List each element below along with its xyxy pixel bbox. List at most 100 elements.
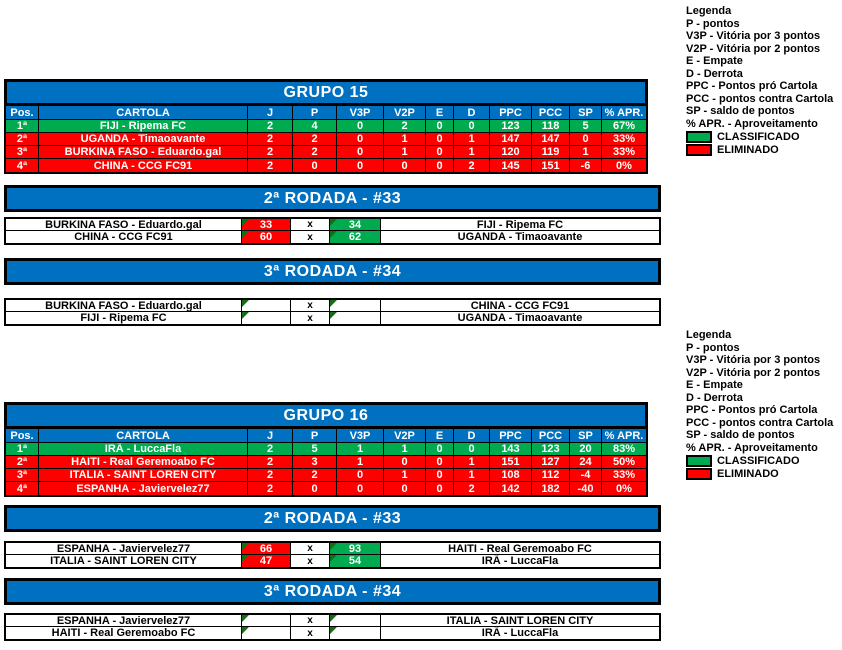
cartola-cell: CHINA - CCG FC91 [39,159,248,172]
stat-cell: 2 [248,120,293,133]
stat-cell: 0 [337,482,384,495]
position-cell: 3ª [6,146,39,159]
stat-cell: 20 [570,443,602,456]
stat-cell: 143 [490,443,532,456]
home-team-cell: FIJI - Ripema FC [6,312,242,324]
stat-cell: 2 [293,146,337,159]
stat-cell: 147 [490,133,532,146]
classified-label: CLASSIFICADO [717,454,800,467]
stat-cell: 3 [293,456,337,469]
round-3-matches-group-16: ESPANHA - Javiervelez77 x ITALIA - SAINT… [4,613,661,641]
stat-cell: 1 [454,469,490,482]
stat-cell: 4 [293,120,337,133]
flag-triangle-icon [242,555,249,562]
stat-cell: 24 [570,456,602,469]
home-score-cell[interactable] [242,627,291,639]
stat-cell: 0 [426,469,454,482]
away-score-cell[interactable]: 54 [330,555,381,567]
stat-cell: 2 [293,133,337,146]
legend-item: % APR. - Aproveitamento [686,441,818,454]
stat-cell: -6 [570,159,602,172]
header-cell-v3p: V3P [337,106,384,120]
legend-item: V2P - Vitória por 2 pontos [686,366,821,379]
legend-item: SP - saldo de pontos [686,105,795,117]
round-2-banner-group-16: 2ª RODADA - #33 [4,505,661,532]
away-team-cell: HAITI - Real Geremoabo FC [381,543,659,555]
eliminated-label: ELIMINADO [717,467,779,480]
stat-cell: 1 [454,456,490,469]
stat-cell: 151 [490,456,532,469]
separator-cell: x [291,543,330,555]
round-3-banner-group-16: 3ª RODADA - #34 [4,578,661,605]
legend-item: P - pontos [686,341,740,354]
legend-classified-row: CLASSIFICADO [686,130,833,143]
away-score-cell[interactable] [330,300,381,312]
stat-cell: 0 [426,146,454,159]
away-score-cell[interactable] [330,627,381,639]
stat-cell: 1 [384,443,426,456]
eliminated-swatch [686,143,712,156]
header-cell-j: J [248,429,293,443]
stat-cell: 2 [248,456,293,469]
home-score-cell[interactable]: 60 [242,231,291,243]
stat-cell: 1 [384,469,426,482]
stat-cell: 1 [454,133,490,146]
home-score-cell[interactable] [242,300,291,312]
home-score-cell[interactable]: 33 [242,219,291,231]
away-score-cell[interactable]: 62 [330,231,381,243]
stat-cell: 83% [602,443,646,456]
stat-cell: 0 [293,159,337,172]
eliminated-label: ELIMINADO [717,143,779,156]
flag-triangle-icon [330,627,337,634]
stat-cell: 0% [602,482,646,495]
stat-cell: 2 [248,482,293,495]
away-score-cell[interactable]: 93 [330,543,381,555]
header-cell-pcc: PCC [532,106,570,120]
header-cell-pos: Pos. [6,429,39,443]
header-cell-j: J [248,106,293,120]
home-team-cell: ITALIA - SAINT LOREN CITY [6,555,242,567]
stat-cell: 0 [337,159,384,172]
legend-top: Legenda P - pontos V3P - Vitória por 3 p… [686,5,833,156]
header-cell-d: D [454,106,490,120]
flag-triangle-icon [330,615,337,622]
stat-cell: 2 [384,120,426,133]
away-team-cell: ITALIA - SAINT LOREN CITY [381,615,659,627]
flag-triangle-icon [330,555,337,562]
home-score-cell[interactable]: 66 [242,543,291,555]
stat-cell: 0 [337,120,384,133]
stat-cell: 1 [384,146,426,159]
header-cell-sp: SP [570,429,602,443]
stat-cell: 33% [602,133,646,146]
stat-cell: 0 [570,133,602,146]
cartola-cell: IRÃ - LuccaFla [39,443,248,456]
away-score-cell[interactable]: 34 [330,219,381,231]
position-cell: 4ª [6,159,39,172]
standings-table-group-15: Pos. CARTOLA J P V3P V2P E D PPC PCC SP … [4,106,648,174]
stat-cell: 1 [570,146,602,159]
home-score-cell[interactable] [242,312,291,324]
stat-cell: 0 [426,159,454,172]
away-score-cell[interactable] [330,615,381,627]
away-score-cell[interactable] [330,312,381,324]
legend-item: PCC - pontos contra Cartola [686,92,834,105]
score-value: 93 [348,543,362,555]
position-cell: 2ª [6,133,39,146]
legend-item: PPC - Pontos pró Cartola [686,404,818,416]
stat-cell: 0% [602,159,646,172]
home-score-cell[interactable]: 47 [242,555,291,567]
score-value: 66 [259,543,273,555]
home-score-cell[interactable] [242,615,291,627]
cartola-cell: HAITI - Real Geremoabo FC [39,456,248,469]
round-title: 3ª RODADA - #34 [263,582,402,600]
round-title: 2ª RODADA - #33 [263,189,402,207]
legend-item: V2P - Vitória por 2 pontos [686,42,821,55]
position-cell: 3ª [6,469,39,482]
score-value: 47 [259,555,273,567]
legend-bottom: Legenda P - pontos V3P - Vitória por 3 p… [686,329,833,480]
cartola-cell: ITALIA - SAINT LOREN CITY [39,469,248,482]
legend-item: V3P - Vitória por 3 pontos [686,30,821,42]
standings-table-group-16: Pos. CARTOLA J P V3P V2P E D PPC PCC SP … [4,429,648,497]
legend-item: PPC - Pontos pró Cartola [686,80,818,92]
separator-cell: x [291,615,330,627]
